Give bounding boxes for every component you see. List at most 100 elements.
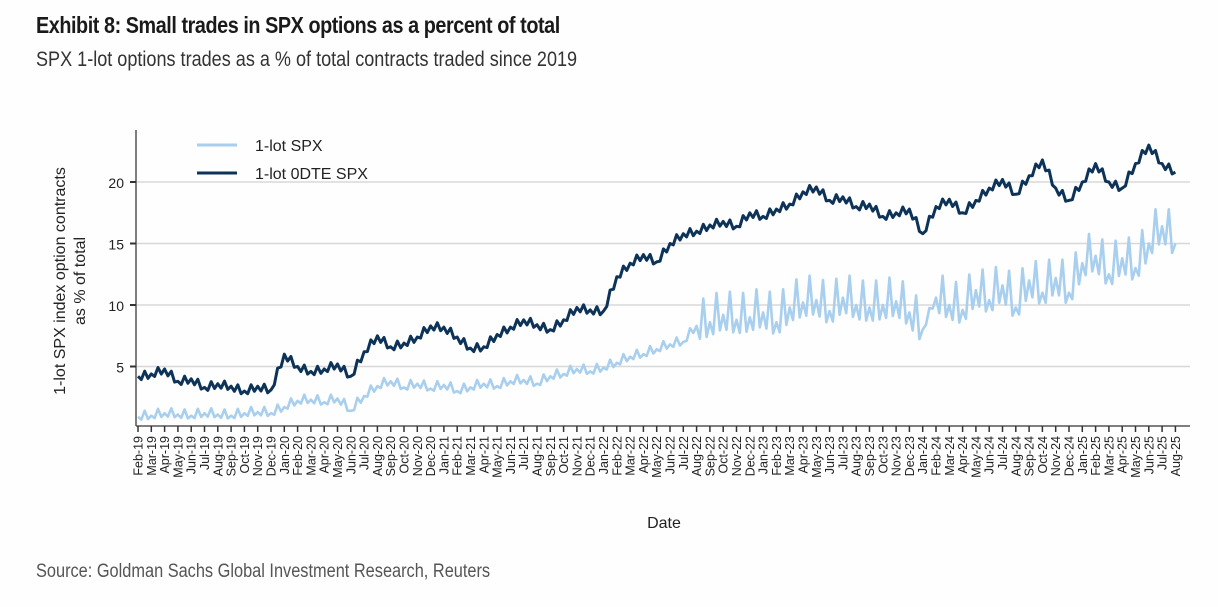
x-tick-label: Dec-21	[584, 436, 598, 476]
x-tick-label: Mar-23	[783, 436, 797, 476]
x-tick-label: Jun-25	[1142, 436, 1156, 474]
x-tick-label: May-21	[491, 436, 505, 478]
legend-label-1-lot-0dte-spx: 1-lot 0DTE SPX	[255, 166, 368, 183]
x-tick-label: Aug-22	[690, 436, 704, 476]
x-tick-label: Jan-21	[437, 436, 451, 474]
x-tick-label: Jan-20	[278, 436, 292, 474]
x-tick-label: Jun-21	[504, 436, 518, 474]
y-axis-title-line-1: 1-lot SPX index option contracts	[52, 167, 69, 395]
x-tick-label: Apr-21	[477, 436, 491, 474]
y-ticks: 5 10 15 20	[108, 175, 136, 376]
legend-label-1-lot-spx: 1-lot SPX	[255, 138, 323, 155]
x-tick-label: Mar-24	[943, 436, 957, 476]
gridlines	[136, 181, 1190, 368]
x-tick-label: Sep-21	[544, 436, 558, 476]
x-tick-label: Dec-22	[743, 436, 757, 476]
x-tick-label: Apr-22	[637, 436, 651, 474]
x-tick-label: Jan-25	[1076, 436, 1090, 474]
x-tick-label: Jul-19	[198, 436, 212, 470]
x-tick-label: Apr-23	[797, 436, 811, 474]
y-tick-label-5: 5	[116, 360, 124, 376]
chart-subtitle: SPX 1-lot options trades as a % of total…	[36, 48, 578, 71]
x-tick-label: Feb-21	[451, 436, 465, 476]
x-axis-title: Date	[647, 515, 681, 532]
y-axis-title-line-2: as % of total	[72, 237, 89, 325]
x-ticks: Feb-19 Mar-19 Apr-19 May-19 Jun-19 Jul-19 Aug-…	[132, 426, 1183, 478]
x-tick-label: Dec-24	[1063, 436, 1077, 476]
x-tick-label: May-20	[331, 436, 345, 478]
y-tick-label-10: 10	[108, 298, 124, 314]
x-tick-label: Aug-20	[371, 436, 385, 476]
x-tick-label: Dec-20	[424, 436, 438, 476]
x-tick-label: Sep-19	[225, 436, 239, 476]
x-tick-label: Dec-19	[265, 436, 279, 476]
x-tick-label: Sep-23	[863, 436, 877, 476]
x-tick-label: Mar-25	[1102, 436, 1116, 476]
x-tick-label: May-19	[171, 436, 185, 478]
axes	[135, 130, 1190, 427]
x-tick-label: Jun-20	[344, 436, 358, 474]
x-tick-label: Jul-25	[1156, 436, 1170, 470]
source-note: Source: Goldman Sachs Global Investment …	[36, 561, 491, 582]
x-tick-label: Jan-24	[916, 436, 930, 474]
x-tick-label: Aug-25	[1169, 436, 1183, 476]
x-tick-label: Nov-23	[890, 436, 904, 476]
x-tick-label: Apr-19	[158, 436, 172, 474]
x-tick-label: Jun-22	[664, 436, 678, 474]
x-tick-label: Feb-24	[930, 436, 944, 476]
x-tick-label: Nov-20	[411, 436, 425, 476]
x-tick-label: Aug-24	[1009, 436, 1023, 476]
legend: 1-lot SPX 1-lot 0DTE SPX	[197, 138, 368, 183]
x-tick-label: Jul-24	[996, 436, 1010, 470]
x-tick-label: Jul-23	[836, 436, 850, 470]
x-tick-label: Feb-25	[1089, 436, 1103, 476]
x-tick-label: Nov-19	[251, 436, 265, 476]
x-tick-label: Jul-21	[517, 436, 531, 470]
x-tick-label: Oct-22	[717, 436, 731, 474]
x-tick-label: Mar-20	[304, 436, 318, 476]
x-tick-label: Feb-22	[610, 436, 624, 476]
x-tick-label: Mar-21	[464, 436, 478, 476]
x-tick-label: Aug-23	[850, 436, 864, 476]
x-tick-label: Oct-20	[398, 436, 412, 474]
x-tick-label: Nov-21	[570, 436, 584, 476]
x-tick-label: Jul-20	[358, 436, 372, 470]
x-tick-label: Aug-19	[211, 436, 225, 476]
x-tick-label: Jun-19	[185, 436, 199, 474]
x-tick-label: Aug-21	[531, 436, 545, 476]
series-line-1-lot-spx	[137, 208, 1177, 421]
x-tick-label: Sep-20	[384, 436, 398, 476]
y-tick-label-15: 15	[108, 237, 124, 253]
x-tick-label: Jan-23	[757, 436, 771, 474]
x-tick-label: Nov-24	[1049, 436, 1063, 476]
x-tick-label: Jun-23	[823, 436, 837, 474]
x-tick-label: May-24	[969, 436, 983, 478]
series-lines	[136, 143, 1177, 421]
series-line-1-lot-0dte-spx	[136, 143, 1177, 396]
x-tick-label: Oct-21	[557, 436, 571, 474]
x-tick-label: Apr-20	[318, 436, 332, 474]
x-tick-label: Apr-24	[956, 436, 970, 474]
x-tick-label: Apr-25	[1116, 436, 1130, 474]
x-tick-label: Oct-19	[238, 436, 252, 474]
x-tick-label: Feb-19	[132, 436, 146, 476]
x-tick-label: Feb-23	[770, 436, 784, 476]
x-tick-label: Oct-23	[876, 436, 890, 474]
x-tick-label: Sep-24	[1023, 436, 1037, 476]
x-tick-label: Nov-22	[730, 436, 744, 476]
y-tick-label-20: 20	[108, 175, 124, 191]
x-tick-label: Dec-23	[903, 436, 917, 476]
x-tick-label: Oct-24	[1036, 436, 1050, 474]
x-tick-label: Mar-22	[624, 436, 638, 476]
x-tick-label: May-23	[810, 436, 824, 478]
x-tick-label: Sep-22	[703, 436, 717, 476]
x-tick-label: Jul-22	[677, 436, 691, 470]
x-tick-label: Jun-24	[983, 436, 997, 474]
chart-title: Exhibit 8: Small trades in SPX options a…	[36, 12, 560, 38]
x-tick-label: May-22	[650, 436, 664, 478]
x-tick-label: May-25	[1129, 436, 1143, 478]
x-tick-label: Jan-22	[597, 436, 611, 474]
x-tick-label: Mar-19	[145, 436, 159, 476]
x-tick-label: Feb-20	[291, 436, 305, 476]
